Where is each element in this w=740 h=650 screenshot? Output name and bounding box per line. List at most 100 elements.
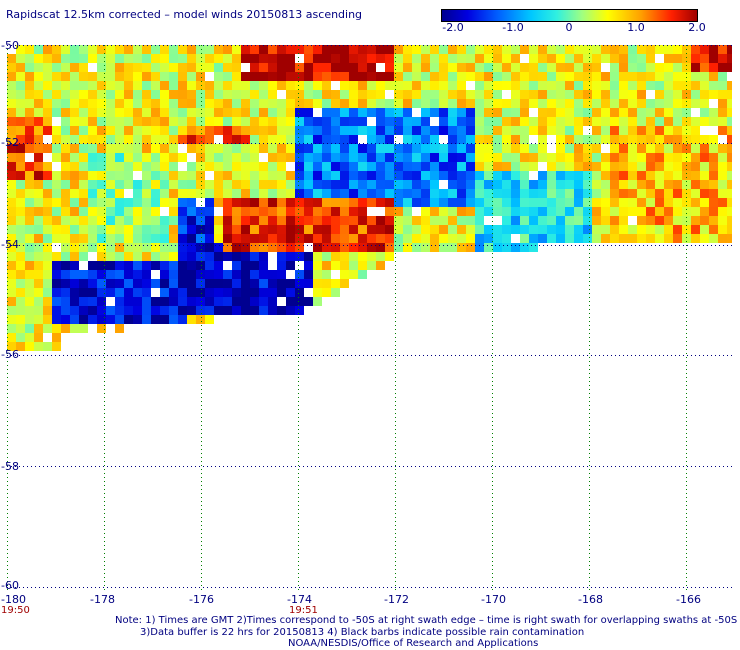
data-cell [25, 171, 34, 180]
data-cell [7, 252, 16, 261]
data-cell [178, 297, 187, 306]
data-cell [205, 162, 214, 171]
data-cell [241, 207, 250, 216]
data-cell [475, 189, 484, 198]
data-cell [160, 225, 169, 234]
data-cell [34, 144, 43, 153]
data-cell [493, 234, 502, 243]
data-cell [331, 261, 340, 270]
data-cell [502, 99, 511, 108]
data-cell [124, 153, 133, 162]
data-cell [70, 135, 79, 144]
data-cell [466, 54, 475, 63]
data-cell [295, 144, 304, 153]
data-cell [277, 252, 286, 261]
data-cell [385, 171, 394, 180]
data-cell [286, 126, 295, 135]
data-cell [727, 153, 732, 162]
data-cell [619, 99, 628, 108]
data-cell [43, 117, 52, 126]
data-cell [412, 189, 421, 198]
data-cell [700, 135, 709, 144]
data-cell [214, 279, 223, 288]
data-cell [88, 45, 97, 54]
data-cell [637, 117, 646, 126]
data-cell [304, 153, 313, 162]
data-cell [160, 99, 169, 108]
data-cell [151, 144, 160, 153]
data-cell [448, 135, 457, 144]
data-cell [655, 117, 664, 126]
data-cell [493, 126, 502, 135]
data-cell [151, 252, 160, 261]
data-cell [367, 252, 376, 261]
data-cell [430, 243, 439, 252]
data-cell [16, 306, 25, 315]
data-cell [25, 162, 34, 171]
data-cell [223, 45, 232, 54]
data-cell [565, 72, 574, 81]
data-cell [70, 90, 79, 99]
data-cell [448, 63, 457, 72]
data-cell [709, 63, 718, 72]
data-cell [412, 117, 421, 126]
data-cell [619, 171, 628, 180]
data-cell [367, 108, 376, 117]
data-cell [304, 72, 313, 81]
data-cell [619, 126, 628, 135]
data-cell [70, 99, 79, 108]
data-cell [349, 126, 358, 135]
data-cell [682, 162, 691, 171]
data-cell [169, 144, 178, 153]
data-cell [115, 252, 124, 261]
data-cell [421, 216, 430, 225]
data-cell [232, 81, 241, 90]
data-cell [646, 234, 655, 243]
data-cell [277, 261, 286, 270]
data-cell [430, 198, 439, 207]
data-cell [88, 216, 97, 225]
data-cell [340, 216, 349, 225]
data-cell [601, 135, 610, 144]
data-cell [556, 63, 565, 72]
data-cell [691, 225, 700, 234]
data-cell [259, 297, 268, 306]
data-cell [574, 81, 583, 90]
data-cell [214, 99, 223, 108]
data-cell [592, 234, 601, 243]
data-cell [169, 90, 178, 99]
data-cell [25, 90, 34, 99]
data-cell [709, 153, 718, 162]
data-cell [34, 99, 43, 108]
data-cell [124, 90, 133, 99]
data-cell [250, 144, 259, 153]
data-cell [475, 135, 484, 144]
data-cell [439, 153, 448, 162]
data-cell [718, 189, 727, 198]
data-cell [61, 162, 70, 171]
data-cell [70, 288, 79, 297]
data-cell [25, 135, 34, 144]
data-cell [610, 126, 619, 135]
data-cell [484, 198, 493, 207]
data-cell [160, 126, 169, 135]
data-cell [718, 54, 727, 63]
data-cell [70, 261, 79, 270]
data-cell [628, 207, 637, 216]
data-cell [34, 207, 43, 216]
data-cell [349, 117, 358, 126]
data-cell [286, 234, 295, 243]
data-cell [556, 126, 565, 135]
data-cell [97, 153, 106, 162]
data-cell [430, 162, 439, 171]
data-cell [457, 225, 466, 234]
data-cell [619, 189, 628, 198]
data-cell [475, 126, 484, 135]
data-cell [502, 189, 511, 198]
data-cell [520, 234, 529, 243]
data-cell [250, 297, 259, 306]
data-cell [682, 198, 691, 207]
data-cell [691, 45, 700, 54]
data-cell [97, 180, 106, 189]
data-cell [331, 189, 340, 198]
